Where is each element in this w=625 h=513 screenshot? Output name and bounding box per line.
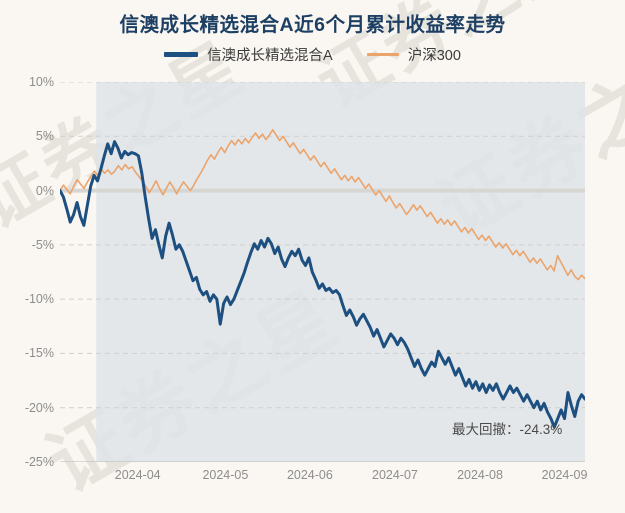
max-drawdown-annotation: 最大回撤：-24.3% bbox=[452, 422, 563, 437]
legend-item-fund[interactable]: 信澳成长精选混合A bbox=[164, 44, 333, 65]
x-axis-tick-label: 2024-04 bbox=[114, 468, 161, 482]
legend-label: 信澳成长精选混合A bbox=[207, 48, 333, 64]
x-axis-tick-label: 2024-05 bbox=[202, 468, 249, 482]
chart-canvas bbox=[60, 82, 585, 462]
legend-item-benchmark[interactable]: 沪深300 bbox=[366, 44, 461, 65]
y-axis-tick-label: 5% bbox=[35, 129, 54, 144]
page-title: 信澳成长精选混合A近6个月累计收益率走势 bbox=[119, 14, 506, 36]
x-axis-tick-label: 2024-09 bbox=[541, 468, 588, 482]
fund-series-line bbox=[60, 140, 585, 429]
line-swatch-icon bbox=[164, 52, 199, 57]
chart-plot-area bbox=[60, 82, 585, 462]
chart-legend: 信澳成长精选混合A 沪深300 bbox=[0, 44, 625, 65]
y-axis-tick-label: -15% bbox=[24, 346, 54, 361]
y-axis-tick-label: -20% bbox=[24, 400, 54, 415]
shaded-drawdown-region bbox=[96, 82, 585, 462]
benchmark-series-line bbox=[60, 128, 585, 281]
y-axis-tick-label: 0% bbox=[35, 183, 54, 198]
legend-label: 沪深300 bbox=[407, 48, 461, 64]
y-axis-tick-label: 10% bbox=[28, 75, 54, 89]
y-axis-tick-label: -5% bbox=[31, 237, 54, 252]
x-axis-tick-label: 2024-07 bbox=[372, 468, 418, 482]
y-axis-tick-label: -10% bbox=[24, 292, 54, 307]
line-swatch-icon bbox=[366, 53, 399, 56]
y-axis-tick-label: -25% bbox=[24, 455, 54, 469]
x-axis-tick-label: 2024-06 bbox=[286, 468, 333, 482]
x-axis-tick-label: 2024-08 bbox=[457, 468, 503, 482]
